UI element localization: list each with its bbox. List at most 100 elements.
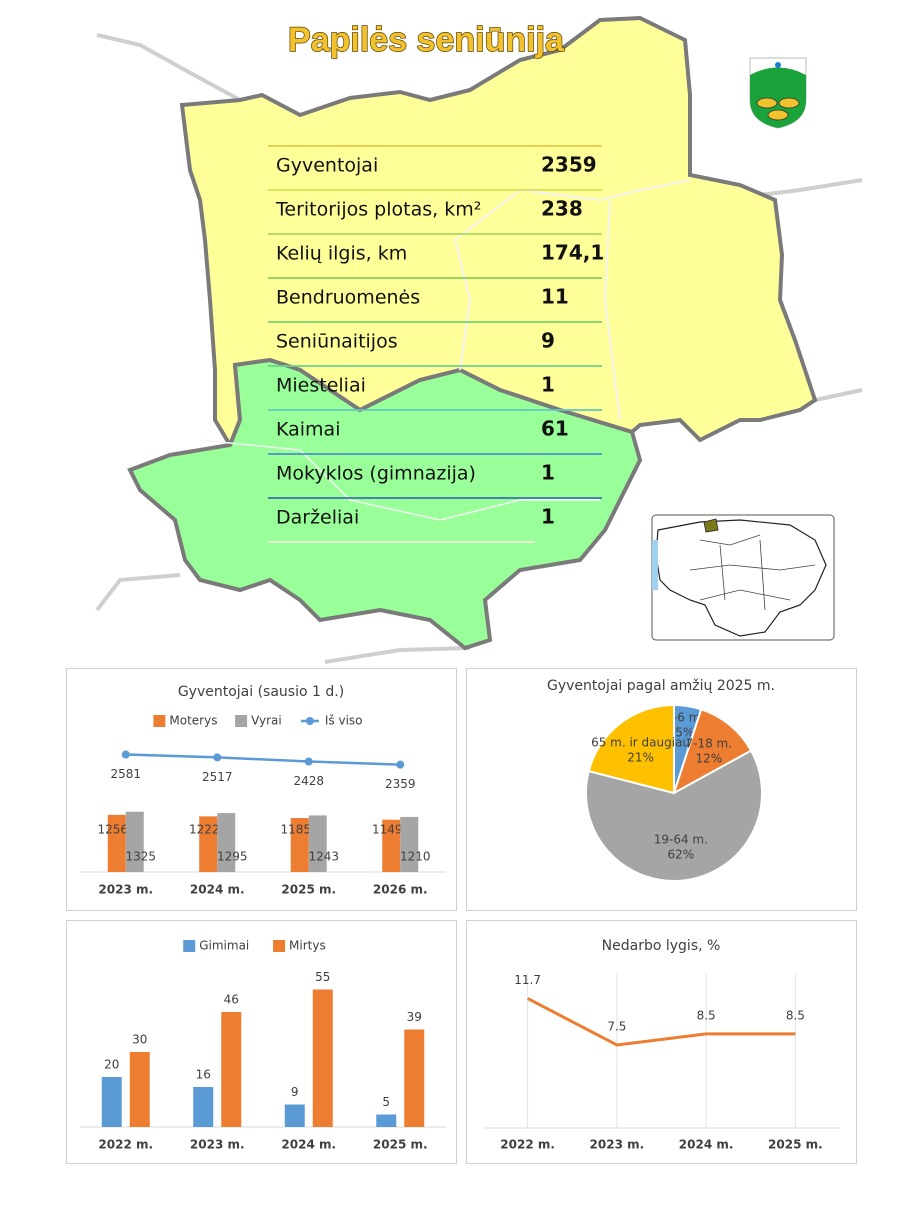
legend-marker bbox=[153, 715, 166, 727]
bar bbox=[221, 1012, 242, 1127]
bar bbox=[290, 818, 309, 872]
legend-label: Vyrai bbox=[251, 714, 282, 728]
bar bbox=[376, 1114, 397, 1127]
stats-table: Gyventojai 2359 Teritorijos plotas, km² 238… bbox=[268, 145, 604, 543]
data-label: 1295 bbox=[217, 850, 248, 864]
map-inner-border bbox=[603, 199, 621, 421]
legend-label: Mirtys bbox=[289, 939, 326, 953]
locator-highlight bbox=[703, 518, 719, 533]
chart: Gyventojai (sausio 1 d.) 2023 m. 2024 m. 20… bbox=[66, 668, 457, 911]
x-tick-label: 2022 m. bbox=[500, 1138, 555, 1152]
row-label: Seniūnaitijos bbox=[276, 331, 398, 353]
legend-label: Moterys bbox=[169, 714, 217, 728]
row-value: 1 bbox=[541, 461, 555, 485]
data-label: 7.5 bbox=[607, 1019, 626, 1033]
row-value: 1 bbox=[541, 373, 555, 397]
slice-value: 12% bbox=[695, 751, 722, 765]
legend-label: Gimimai bbox=[199, 939, 249, 953]
legend-marker bbox=[305, 717, 314, 725]
line-point bbox=[121, 750, 130, 759]
row-value: 238 bbox=[541, 197, 583, 221]
bar bbox=[284, 1104, 305, 1127]
x-tick-label: 2024 m. bbox=[190, 883, 245, 897]
legend-label: Iš viso bbox=[325, 714, 363, 728]
bar bbox=[101, 1077, 122, 1127]
data-label: 1325 bbox=[125, 850, 156, 864]
x-tick-label: 2025 m. bbox=[281, 883, 336, 897]
data-label: 8.5 bbox=[786, 1008, 805, 1022]
slice-value: 21% bbox=[627, 750, 654, 764]
slice-label: 7-18 m. bbox=[685, 736, 732, 750]
bar bbox=[382, 819, 401, 872]
data-label: 9 bbox=[291, 1085, 299, 1099]
chart: Nedarbo lygis, % 2022 m. 2023 m. 2024 m. 202… bbox=[466, 920, 857, 1164]
line-point bbox=[396, 760, 405, 769]
slice-label: 65 m. ir daugiau bbox=[591, 735, 690, 749]
map-border bbox=[95, 573, 181, 612]
map bbox=[95, 15, 863, 664]
shield-field bbox=[750, 67, 806, 128]
row-label: Miesteliai bbox=[276, 375, 366, 397]
chart-frame bbox=[466, 920, 857, 1164]
row-value: 174,1 bbox=[541, 241, 604, 265]
data-label: 20 bbox=[104, 1058, 119, 1072]
map-inner-border bbox=[519, 179, 691, 202]
bar bbox=[312, 989, 333, 1127]
bar bbox=[400, 816, 419, 872]
row-label: Kelių ilgis, km bbox=[276, 243, 407, 265]
line bbox=[526, 997, 796, 1047]
data-label: 2359 bbox=[385, 777, 416, 791]
locator-districts bbox=[689, 534, 816, 611]
coat-of-arms bbox=[749, 57, 807, 129]
locator-map bbox=[651, 514, 835, 641]
data-label: 16 bbox=[196, 1068, 211, 1082]
chart: Gyventojai pagal amžių 2025 m. 0-6 m.5%7-… bbox=[466, 668, 857, 911]
locator-sea bbox=[652, 540, 658, 590]
pie-slice bbox=[587, 703, 675, 795]
row-label: Bendruomenės bbox=[276, 287, 420, 309]
x-tick-label: 2022 m. bbox=[98, 1138, 153, 1152]
x-tick-label: 2024 m. bbox=[679, 1138, 734, 1152]
row-value: 11 bbox=[541, 285, 569, 309]
data-label: 1149 bbox=[372, 823, 403, 837]
slice-label: 19-64 m. bbox=[654, 833, 708, 847]
x-tick-label: 2023 m. bbox=[590, 1138, 645, 1152]
locator-country bbox=[655, 519, 827, 637]
bar bbox=[193, 1087, 214, 1127]
shield-charge bbox=[756, 97, 778, 109]
bar bbox=[308, 815, 327, 872]
row-value: 61 bbox=[541, 417, 569, 441]
row-label: Teritorijos plotas, km² bbox=[275, 199, 481, 221]
map-inner-border bbox=[199, 439, 600, 521]
row-value: 9 bbox=[541, 329, 555, 353]
chart-title: Nedarbo lygis, % bbox=[602, 938, 721, 954]
x-tick-label: 2026 m. bbox=[373, 883, 428, 897]
row-value: 1 bbox=[541, 505, 555, 529]
data-label: 1243 bbox=[308, 850, 339, 864]
x-tick-label: 2023 m. bbox=[190, 1138, 245, 1152]
data-label: 2517 bbox=[202, 770, 233, 784]
legend-marker bbox=[183, 940, 196, 952]
data-label: 2581 bbox=[110, 767, 141, 781]
data-label: 1222 bbox=[189, 823, 220, 837]
map-region-south bbox=[127, 357, 643, 651]
row-label: Mokyklos (gimnazija) bbox=[276, 463, 476, 485]
data-label: 2428 bbox=[293, 774, 324, 788]
data-label: 39 bbox=[407, 1010, 422, 1024]
line-point bbox=[304, 757, 313, 766]
map-border bbox=[324, 646, 471, 664]
x-tick-label: 2025 m. bbox=[373, 1138, 428, 1152]
slice-value: 62% bbox=[668, 848, 695, 862]
slice-label: 0-6 m. bbox=[665, 711, 704, 725]
map-inner-border bbox=[453, 189, 521, 371]
data-label: 1185 bbox=[280, 823, 311, 837]
legend-marker bbox=[235, 715, 248, 727]
row-label: Gyventojai bbox=[276, 155, 378, 177]
line bbox=[125, 753, 401, 766]
data-label: 46 bbox=[224, 993, 239, 1007]
line-point bbox=[213, 753, 222, 762]
x-tick-label: 2023 m. bbox=[98, 883, 153, 897]
chart-title: Gyventojai (sausio 1 d.) bbox=[178, 684, 344, 700]
